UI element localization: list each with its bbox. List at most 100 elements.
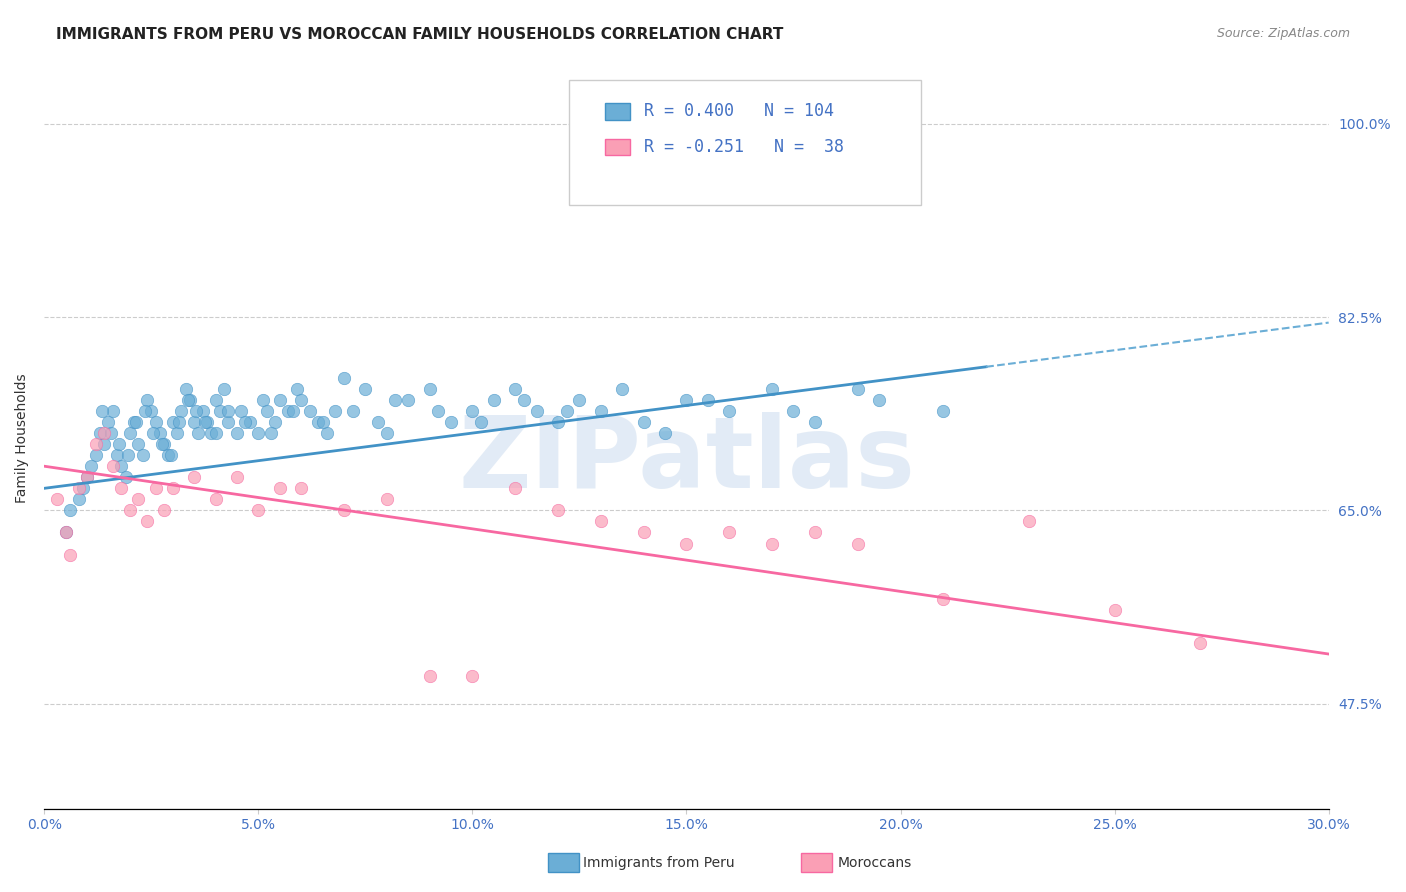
Point bbox=[55, 525, 77, 540]
Point bbox=[59, 548, 82, 562]
Point bbox=[846, 536, 869, 550]
Point bbox=[84, 437, 107, 451]
Point bbox=[568, 392, 591, 407]
Point bbox=[354, 382, 377, 396]
Point bbox=[555, 404, 578, 418]
Point bbox=[1018, 515, 1040, 529]
Point bbox=[419, 382, 441, 396]
Point bbox=[264, 415, 287, 429]
Point bbox=[217, 404, 239, 418]
Point bbox=[93, 437, 115, 451]
Point bbox=[256, 404, 278, 418]
Point bbox=[718, 404, 741, 418]
Point bbox=[55, 525, 77, 540]
Point bbox=[100, 426, 122, 441]
Point bbox=[59, 503, 82, 517]
Point bbox=[252, 392, 274, 407]
Point bbox=[170, 404, 193, 418]
Point bbox=[159, 448, 181, 462]
Point bbox=[101, 459, 124, 474]
Point bbox=[117, 448, 139, 462]
Point bbox=[114, 470, 136, 484]
Point bbox=[195, 415, 218, 429]
Text: R = 0.400   N = 104: R = 0.400 N = 104 bbox=[644, 103, 834, 120]
Text: Immigrants from Peru: Immigrants from Peru bbox=[583, 855, 735, 870]
Point bbox=[239, 415, 262, 429]
Point bbox=[142, 426, 165, 441]
Point bbox=[526, 404, 548, 418]
Point bbox=[122, 415, 145, 429]
Point bbox=[67, 492, 90, 507]
Point bbox=[589, 404, 612, 418]
Point bbox=[325, 404, 347, 418]
Point bbox=[134, 404, 156, 418]
Point bbox=[307, 415, 329, 429]
Point bbox=[179, 392, 201, 407]
Point bbox=[654, 426, 676, 441]
Point bbox=[269, 481, 291, 495]
Point bbox=[72, 481, 94, 495]
Point bbox=[281, 404, 304, 418]
Point bbox=[118, 503, 141, 517]
Point bbox=[162, 481, 184, 495]
Point bbox=[91, 404, 114, 418]
Point bbox=[76, 470, 98, 484]
Point bbox=[761, 536, 783, 550]
Point bbox=[149, 426, 172, 441]
Point bbox=[127, 492, 149, 507]
Y-axis label: Family Households: Family Households bbox=[15, 374, 30, 503]
Point bbox=[482, 392, 505, 407]
Point bbox=[298, 404, 321, 418]
Point bbox=[204, 392, 226, 407]
Point bbox=[396, 392, 419, 407]
Point bbox=[675, 392, 697, 407]
Point bbox=[125, 415, 148, 429]
Point bbox=[212, 382, 235, 396]
Point bbox=[93, 426, 115, 441]
Point bbox=[696, 392, 718, 407]
Point bbox=[290, 481, 312, 495]
Point bbox=[191, 404, 214, 418]
Point bbox=[503, 481, 526, 495]
Point bbox=[427, 404, 450, 418]
Point bbox=[127, 437, 149, 451]
Point bbox=[76, 470, 98, 484]
Text: ZIPatlas: ZIPatlas bbox=[458, 412, 915, 509]
Text: IMMIGRANTS FROM PERU VS MOROCCAN FAMILY HOUSEHOLDS CORRELATION CHART: IMMIGRANTS FROM PERU VS MOROCCAN FAMILY … bbox=[56, 27, 783, 42]
Point bbox=[868, 392, 890, 407]
Point bbox=[333, 503, 356, 517]
Point bbox=[285, 382, 308, 396]
Point bbox=[718, 525, 741, 540]
Point bbox=[311, 415, 333, 429]
Point bbox=[761, 382, 783, 396]
Point bbox=[174, 382, 197, 396]
Point bbox=[105, 448, 128, 462]
Text: R = -0.251   N =  38: R = -0.251 N = 38 bbox=[644, 138, 844, 156]
Point bbox=[204, 492, 226, 507]
Point bbox=[367, 415, 389, 429]
Point bbox=[375, 426, 398, 441]
Point bbox=[89, 426, 111, 441]
Point bbox=[375, 492, 398, 507]
Point bbox=[235, 415, 257, 429]
Point bbox=[136, 392, 159, 407]
Point bbox=[141, 404, 163, 418]
Point bbox=[46, 492, 69, 507]
Point bbox=[932, 591, 955, 606]
Point bbox=[108, 437, 131, 451]
Point bbox=[804, 525, 827, 540]
Text: Source: ZipAtlas.com: Source: ZipAtlas.com bbox=[1216, 27, 1350, 40]
Point bbox=[153, 503, 176, 517]
Point bbox=[612, 382, 634, 396]
Point bbox=[503, 382, 526, 396]
Point bbox=[315, 426, 337, 441]
Point bbox=[782, 404, 804, 418]
Point bbox=[67, 481, 90, 495]
Point bbox=[247, 426, 270, 441]
Point bbox=[132, 448, 155, 462]
Point bbox=[97, 415, 120, 429]
Point bbox=[183, 415, 205, 429]
Point bbox=[932, 404, 955, 418]
Point bbox=[419, 669, 441, 683]
Point bbox=[110, 481, 132, 495]
